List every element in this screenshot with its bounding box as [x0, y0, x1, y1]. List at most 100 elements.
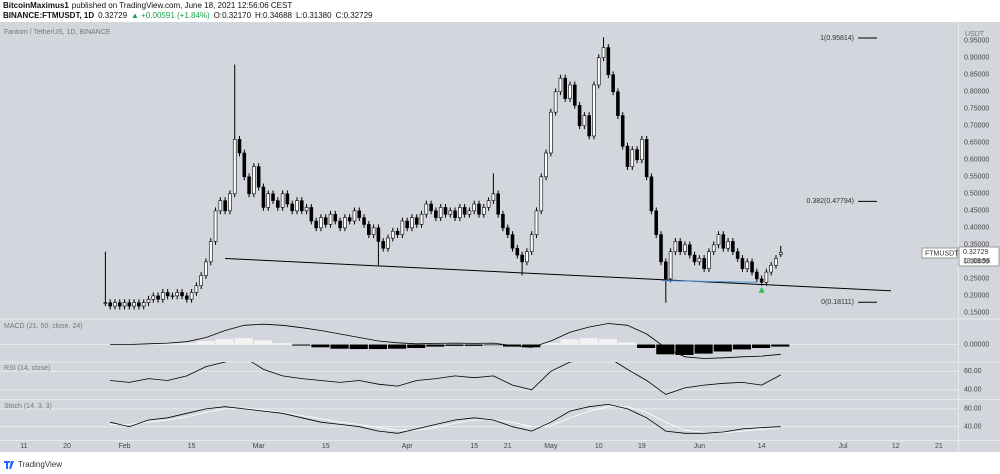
x-tick-label: Feb [119, 443, 131, 450]
candle-body [611, 74, 615, 93]
macd-histogram-bar [675, 344, 694, 355]
candle-body [367, 224, 371, 235]
candle-body [424, 203, 429, 215]
candle-body [419, 213, 424, 225]
candle-body [223, 200, 227, 212]
macd-histogram-bar [158, 343, 177, 345]
candle-body [170, 295, 175, 297]
candle-body [553, 91, 558, 113]
high: H:0.34688 [255, 11, 292, 20]
candle-body [640, 139, 644, 161]
candle-body [453, 210, 457, 218]
pane-title: RSI (14, close) [4, 365, 50, 372]
candle-body [208, 241, 213, 263]
y-tick-label: 0.40000 [964, 225, 989, 232]
candle-body [381, 241, 385, 249]
macd-histogram-bar [349, 344, 368, 350]
candle-body [213, 210, 218, 242]
candle-body [165, 292, 170, 297]
macd-histogram-bar [541, 342, 560, 345]
candle-body [343, 217, 347, 229]
candle-body [434, 210, 438, 218]
candle-body [122, 302, 127, 307]
y-tick-label: 0.15000 [964, 310, 989, 317]
x-tick-label: Jul [839, 443, 848, 450]
candle-body [410, 217, 414, 229]
macd-histogram-bar [522, 344, 541, 348]
close: C:0.32729 [336, 11, 373, 20]
candle-body [625, 145, 630, 167]
candle-body [697, 258, 702, 263]
pane-plot [110, 403, 781, 434]
candle-body [309, 207, 314, 222]
candle-body [702, 258, 706, 269]
candle-body [117, 302, 122, 307]
macd-histogram-bar [387, 344, 407, 349]
candle-body [711, 244, 716, 252]
chart-title: Fantom / TetherUS, 1D, BINANCE [4, 29, 111, 36]
candle-body [668, 251, 673, 280]
candle-body [764, 271, 769, 283]
y-tick-label: 0.70000 [964, 123, 989, 130]
candle-body [175, 292, 180, 297]
candle-body [333, 213, 338, 222]
candle-body [271, 193, 275, 201]
candle-body [299, 200, 304, 212]
candle-body [568, 84, 572, 99]
candle-body [161, 292, 165, 300]
stoch-line [110, 403, 781, 434]
candle-body [132, 302, 136, 307]
candle-body [247, 176, 251, 195]
macd-histogram-bar [215, 338, 234, 345]
candle-body [721, 234, 726, 249]
stoch-line [110, 406, 781, 434]
rsi-line [110, 362, 781, 395]
candle-body [601, 47, 606, 59]
candle-body [592, 84, 596, 137]
candle-body [587, 115, 591, 137]
candle-body [362, 217, 366, 225]
x-tick-label: May [544, 443, 558, 450]
brand-logo [4, 461, 14, 469]
trendline [225, 257, 891, 292]
candle-body [683, 244, 687, 252]
macd-histogram-bar [752, 344, 771, 348]
y-tick-label: 0.65000 [964, 140, 989, 147]
candle-body [386, 237, 390, 249]
candle-body [204, 261, 208, 276]
candle-body [544, 152, 548, 178]
candle-body [620, 115, 625, 147]
candle-body [376, 227, 381, 242]
candle-body [256, 166, 261, 188]
symbol-tag [921, 247, 958, 259]
candle-body [462, 207, 467, 215]
macd-histogram-bar [732, 344, 752, 350]
axis-unit: USDT [965, 31, 985, 38]
macd-histogram-bar [177, 343, 196, 345]
candle-body [501, 213, 505, 229]
candle-body [218, 200, 223, 212]
x-tick-label: 15 [188, 443, 196, 450]
macd-histogram-bar [598, 338, 617, 345]
candle-body [740, 258, 745, 269]
pane-plot [110, 323, 790, 359]
macd-histogram-bar [637, 344, 656, 348]
candle-body [606, 47, 611, 76]
macd-histogram-bar [464, 344, 483, 346]
x-tick-label: 10 [595, 443, 603, 450]
candle-body [261, 186, 266, 208]
candle-body [716, 234, 721, 246]
macd-histogram-bar [713, 344, 732, 352]
candle-body [774, 258, 778, 266]
macd-histogram-bar [273, 343, 292, 345]
fib-label: 0(0.18111) [821, 299, 854, 306]
candle-body [328, 213, 333, 225]
candle-body [529, 234, 534, 252]
candle-body [477, 203, 481, 215]
macd-histogram-bar [483, 344, 502, 346]
candle-body [414, 217, 419, 225]
candle-body [678, 241, 682, 252]
candle-body [630, 149, 635, 167]
pane-plot [103, 37, 783, 310]
fib-label: 0.382(0.47794) [807, 198, 854, 205]
